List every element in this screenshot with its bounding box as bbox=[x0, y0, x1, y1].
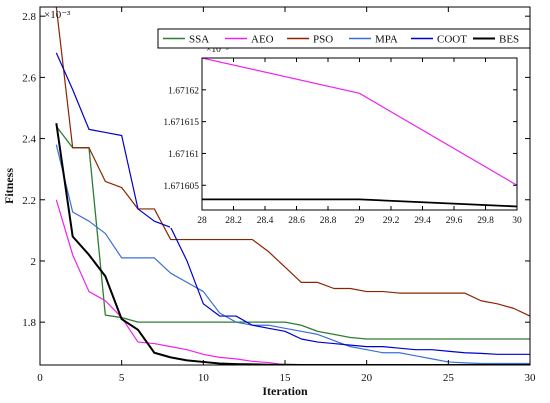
inset-background bbox=[170, 40, 525, 228]
y-tick-label: 2.8 bbox=[22, 11, 36, 23]
inset-x-tick-label: 28.2 bbox=[225, 216, 242, 226]
inset-y-tick-label: 1.671605 bbox=[163, 182, 199, 192]
legend-label-pso: PSO bbox=[313, 34, 333, 46]
x-tick-label: 30 bbox=[525, 372, 537, 384]
legend: SSA AEO PSO MPA COOT BES bbox=[157, 28, 531, 49]
inset-x-tick-label: 28.4 bbox=[257, 216, 274, 226]
inset-x-tick-label: 28 bbox=[197, 216, 207, 226]
y-tick-label: 1.8 bbox=[22, 317, 36, 329]
y-tick-label: 2.2 bbox=[22, 195, 36, 207]
y-axis-exponent: ×10⁻³ bbox=[44, 9, 71, 21]
y-tick-label: 2.4 bbox=[22, 134, 36, 146]
inset-y-exponent: ×10⁻³ bbox=[206, 45, 229, 55]
series-line-pso bbox=[55, 7, 530, 317]
inset-x-tick-label: 28.6 bbox=[288, 216, 305, 226]
legend-label-aeo: AEO bbox=[251, 34, 274, 46]
inset-series-line-aeo bbox=[202, 58, 517, 186]
legend-label-ssa: SSA bbox=[189, 34, 209, 46]
legend-box bbox=[157, 28, 531, 49]
series-line-mpa bbox=[55, 144, 530, 365]
inset-x-tick-label: 30 bbox=[512, 216, 522, 226]
inset-panel: 28 28.2 28.4 28.6 28.8 29 29.2 29.4 29.6 29.8 30 1.… bbox=[163, 40, 525, 228]
series-line-coot bbox=[55, 52, 530, 355]
inset-x-tick-label: 29 bbox=[355, 216, 365, 226]
inset-x-tick-label: 29.6 bbox=[446, 216, 463, 226]
inset-x-tick-label: 29.4 bbox=[414, 216, 431, 226]
series-line-aeo bbox=[55, 199, 530, 365]
legend-label-bes: BES bbox=[499, 34, 519, 46]
inset-x-tick-label: 29.8 bbox=[477, 216, 494, 226]
x-tick-label: 25 bbox=[443, 372, 455, 384]
series-line-ssa bbox=[55, 125, 530, 340]
legend-label-coot: COOT bbox=[437, 34, 467, 46]
y-tick-label: 2 bbox=[31, 256, 37, 268]
x-tick-label: 5 bbox=[119, 372, 125, 384]
inset-series-layer bbox=[202, 58, 517, 208]
x-tick-label: 20 bbox=[361, 372, 373, 384]
inset-y-tick-label: 1.67162 bbox=[168, 86, 199, 96]
main-axes: 0 5 10 15 20 25 30 1.8 2 2.2 2.4 2.6 2.8 bbox=[22, 7, 536, 384]
inset-y-tick-label: 1.67161 bbox=[168, 150, 199, 160]
y-tick-label: 2.6 bbox=[22, 72, 36, 84]
y-axis-title: Fitness bbox=[2, 168, 16, 204]
x-tick-label: 15 bbox=[280, 372, 292, 384]
inset-x-tick-label: 29.2 bbox=[383, 216, 400, 226]
legend-label-mpa: MPA bbox=[375, 34, 398, 46]
inset-x-tick-label: 28.8 bbox=[320, 216, 337, 226]
x-tick-label: 0 bbox=[37, 372, 43, 384]
inset-series-line-bes bbox=[202, 198, 517, 208]
inset-y-tick-label: 1.671615 bbox=[163, 118, 199, 128]
x-axis-title: Iteration bbox=[262, 384, 308, 398]
x-tick-label: 10 bbox=[198, 372, 210, 384]
